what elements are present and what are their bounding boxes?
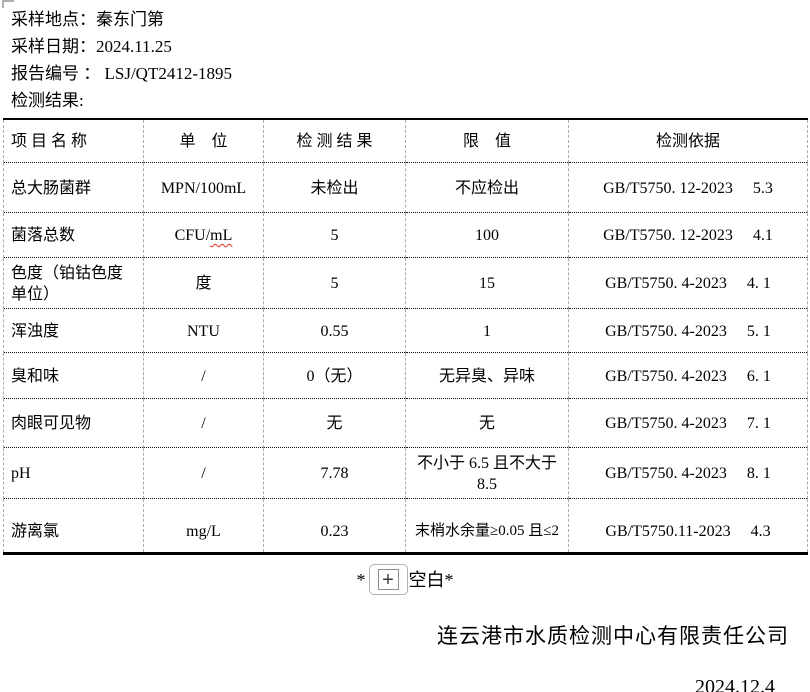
item-cell: pH (3, 447, 144, 499)
item-cell: 肉眼可见物 (3, 398, 144, 448)
item-cell: 游离氯 (3, 498, 144, 554)
unit-text: CFU/ (174, 227, 211, 245)
result-cell: 无 (263, 398, 406, 448)
result-cell: 0（无） (263, 352, 406, 399)
result-cell: 5 (263, 257, 406, 309)
unit-cell: CFU/mL (143, 212, 264, 258)
column-header-item: 项 目 名 称 (3, 119, 144, 163)
basis-cell: GB/T5750. 4-2023 7. 1 (568, 398, 808, 448)
basis-cell: GB/T5750. 4-2023 6. 1 (568, 352, 808, 399)
unit-cell: MPN/100mL (143, 162, 264, 213)
item-cell: 菌落总数 (3, 212, 144, 258)
test-results-table: 项 目 名 称 单 位 检 测 结 果 限 值 检测依据 总大肠菌群 MPN/1… (3, 118, 808, 555)
table-row-chromaticity: 色度（铂钴色度 单位） 度 5 15 GB/T5750. 4-2023 4. 1 (3, 257, 808, 309)
blank-note-prefix: * (356, 569, 366, 590)
limit-cell: 15 (405, 257, 569, 309)
limit-cell: 无 (405, 398, 569, 448)
basis-cell: GB/T5750. 4-2023 8. 1 (568, 447, 808, 499)
limit-cell: 无异臭、异味 (405, 352, 569, 399)
table-row-odor-taste: 臭和味 / 0（无） 无异臭、异味 GB/T5750. 4-2023 6. 1 (3, 352, 808, 399)
limit-cell: 1 (405, 308, 569, 353)
blank-note-suffix: 空白* (408, 569, 454, 590)
result-cell: 0.23 (263, 498, 406, 554)
table-row-turbidity: 浑浊度 NTU 0.55 1 GB/T5750. 4-2023 5. 1 (3, 308, 808, 353)
company-name: 连云港市水质检测中心有限责任公司 (437, 623, 789, 648)
item-cell: 浑浊度 (3, 308, 144, 353)
unit-cell: NTU (143, 308, 264, 353)
unit-cell: / (143, 352, 264, 399)
item-cell: 色度（铂钴色度 单位） (3, 257, 144, 309)
spellcheck-wavy-text: mL (210, 227, 233, 245)
limit-cell: 不小于 6.5 且不大于 8.5 (405, 447, 569, 499)
result-cell: 5 (263, 212, 406, 258)
plus-glyph: + (377, 569, 399, 591)
blank-below-note: * + 空白* (0, 562, 810, 598)
unit-cell: 度 (143, 257, 264, 309)
result-cell: 7.78 (263, 447, 406, 499)
unit-cell: / (143, 398, 264, 448)
limit-cell: 末梢水余量≥0.05 且≤2 (405, 498, 569, 554)
table-row-visible-matter: 肉眼可见物 / 无 无 GB/T5750. 4-2023 7. 1 (3, 398, 808, 448)
cropped-ui-corner-fragment (2, 0, 14, 8)
column-header-unit: 单 位 (143, 119, 264, 163)
result-cell: 0.55 (263, 308, 406, 353)
limit-cell: 不应检出 (405, 162, 569, 213)
result-cell: 未检出 (263, 162, 406, 213)
column-header-result: 检 测 结 果 (263, 119, 406, 163)
column-header-limit: 限 值 (405, 119, 569, 163)
basis-cell: GB/T5750. 12-2023 4.1 (568, 212, 808, 258)
table-row-ph: pH / 7.78 不小于 6.5 且不大于 8.5 GB/T5750. 4-2… (3, 447, 808, 499)
basis-cell: GB/T5750. 12-2023 5.3 (568, 162, 808, 213)
basis-cell: GB/T5750.11-2023 4.3 (568, 498, 808, 554)
table-row-colony-count: 菌落总数 CFU/mL 5 100 GB/T5750. 12-2023 4.1 (3, 212, 808, 258)
limit-cell: 100 (405, 212, 569, 258)
report-number-line: 报告编号 ： LSJ/QT2412-1895 (11, 64, 232, 83)
basis-cell: GB/T5750. 4-2023 4. 1 (568, 257, 808, 309)
insert-plus-icon[interactable]: + (368, 564, 408, 596)
report-header: 采样地点：秦东门第 采样日期：2024.11.25 报告编号 ： LSJ/QT2… (0, 0, 810, 114)
column-header-basis: 检测依据 (568, 119, 808, 163)
report-date: 2024.12.4 (695, 675, 775, 692)
unit-cell: mg/L (143, 498, 264, 554)
unit-cell: / (143, 447, 264, 499)
table-row-total-coliforms: 总大肠菌群 MPN/100mL 未检出 不应检出 GB/T5750. 12-20… (3, 162, 808, 213)
sampling-date-line: 采样日期：2024.11.25 (11, 37, 172, 56)
basis-cell: GB/T5750. 4-2023 5. 1 (568, 308, 808, 353)
table-header-row: 项 目 名 称 单 位 检 测 结 果 限 值 检测依据 (3, 119, 808, 163)
sampling-location-line: 采样地点：秦东门第 (11, 10, 164, 29)
results-label: 检测结果: (11, 91, 84, 110)
item-cell: 臭和味 (3, 352, 144, 399)
table-row-free-chlorine: 游离氯 mg/L 0.23 末梢水余量≥0.05 且≤2 GB/T5750.11… (3, 498, 808, 554)
item-cell: 总大肠菌群 (3, 162, 144, 213)
